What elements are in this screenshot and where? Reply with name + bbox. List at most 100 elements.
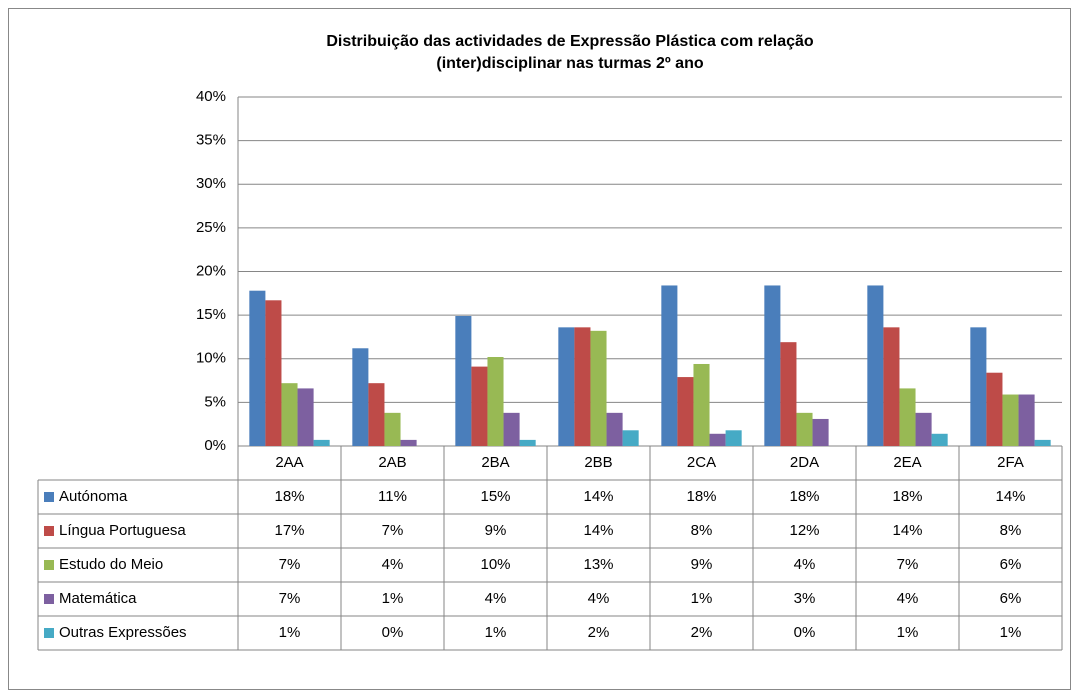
table-value: 14% [583,488,613,505]
legend-swatch [44,628,54,638]
bar [352,348,369,446]
y-tick-label: 40% [196,88,226,105]
table-value: 8% [691,522,713,539]
table-value: 18% [686,488,716,505]
bar [1018,394,1035,446]
legend-swatch [44,594,54,604]
x-tick-label: 2FA [997,454,1024,471]
legend-swatch [44,526,54,536]
y-tick-label: 20% [196,262,226,279]
table-value: 3% [794,590,816,607]
table-value: 7% [897,556,919,573]
legend-label: Autónoma [59,488,128,505]
legend-label: Matemática [59,590,137,607]
y-tick-label: 10% [196,350,226,367]
bar [471,366,488,446]
table-value: 17% [274,522,304,539]
y-tick-label: 15% [196,306,226,323]
table-value: 1% [485,624,507,641]
table-value: 4% [794,556,816,573]
legend-label: Língua Portuguesa [59,522,186,539]
bar [503,412,520,446]
bar [899,388,916,446]
table-value: 0% [382,624,404,641]
bar [606,412,623,446]
bar [281,383,298,446]
bar [313,439,330,446]
y-tick-label: 30% [196,175,226,192]
bar [915,412,932,446]
table-value: 6% [1000,556,1022,573]
table-value: 2% [691,624,713,641]
table-value: 18% [789,488,819,505]
bar [661,285,678,446]
bar [590,330,607,446]
table-value: 14% [892,522,922,539]
bar [796,412,813,446]
x-tick-label: 2DA [790,454,819,471]
table-value: 0% [794,624,816,641]
x-tick-label: 2CA [687,454,716,471]
bar [249,290,266,446]
bar [867,285,884,446]
y-tick-label: 5% [204,393,226,410]
bar [883,327,900,446]
bar [986,372,1003,446]
y-tick-label: 25% [196,219,226,236]
table-value: 7% [279,590,301,607]
chart-title: Distribuição das actividades de Expressã… [326,33,814,50]
table-value: 12% [789,522,819,539]
table-value: 4% [588,590,610,607]
legend-swatch [44,492,54,502]
chart-frame [8,8,1071,690]
x-tick-label: 2AB [378,454,406,471]
bar [265,300,282,446]
table-value: 1% [1000,624,1022,641]
table-value: 11% [378,488,407,505]
table-value: 14% [995,488,1025,505]
bar [693,363,710,446]
table-value: 7% [382,522,404,539]
legend-label: Outras Expressões [59,624,187,641]
table-value: 18% [274,488,304,505]
legend-label: Estudo do Meio [59,556,163,573]
bar [400,439,417,446]
bar [677,377,694,446]
bar [780,342,797,446]
table-value: 9% [691,556,713,573]
table-value: 8% [1000,522,1022,539]
bar [558,327,575,446]
y-tick-label: 35% [196,132,226,149]
legend-swatch [44,560,54,570]
chart-title: (inter)disciplinar nas turmas 2º ano [436,55,703,72]
bar [455,315,472,446]
bar [764,285,781,446]
bar [970,327,987,446]
table-value: 15% [480,488,510,505]
x-tick-label: 2BA [481,454,509,471]
bar [487,357,504,446]
x-tick-label: 2EA [893,454,921,471]
table-value: 4% [382,556,404,573]
x-tick-label: 2AA [275,454,303,471]
table-value: 7% [279,556,301,573]
table-value: 4% [897,590,919,607]
bar [1002,394,1019,446]
x-tick-label: 2BB [584,454,612,471]
y-tick-label: 0% [204,437,226,454]
table-value: 14% [583,522,613,539]
bar [725,430,742,446]
table-value: 1% [897,624,919,641]
table-value: 4% [485,590,507,607]
bar [368,383,385,446]
table-value: 1% [279,624,301,641]
table-value: 10% [480,556,510,573]
bar [709,433,726,446]
table-value: 2% [588,624,610,641]
table-value: 9% [485,522,507,539]
bar [574,327,591,446]
bar [297,388,314,446]
table-value: 1% [382,590,404,607]
table-value: 6% [1000,590,1022,607]
